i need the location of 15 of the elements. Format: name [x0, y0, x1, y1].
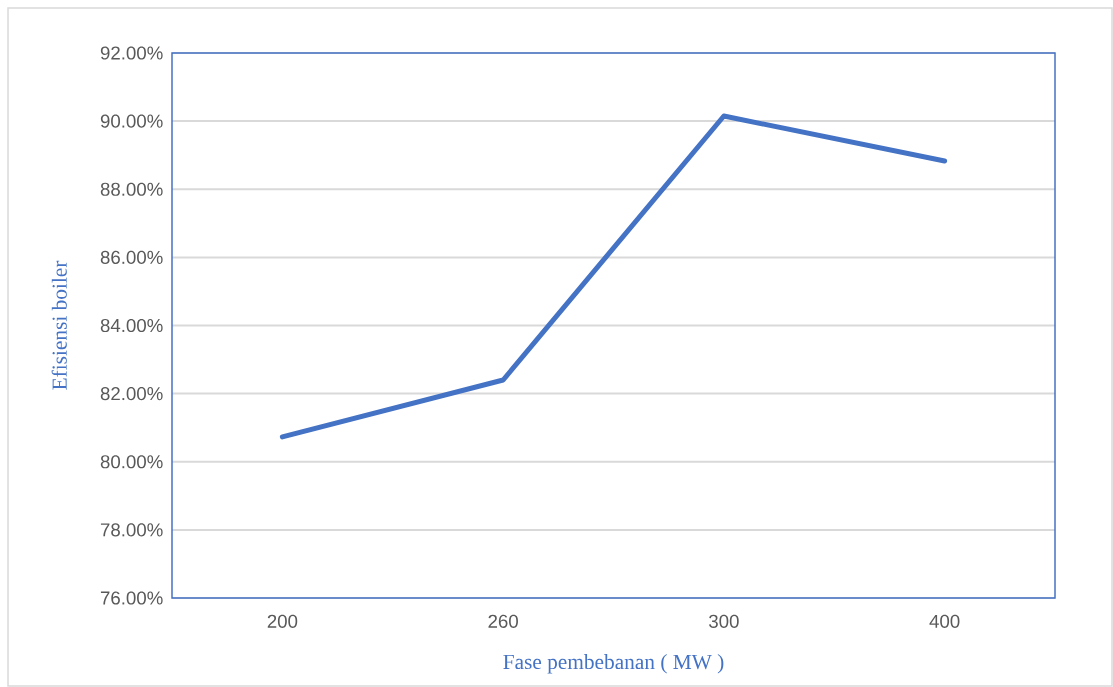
y-tick-label: 90.00% — [100, 114, 163, 128]
x-tick-label: 400 — [929, 614, 960, 628]
x-axis-title: Fase pembebanan ( MW ) — [503, 654, 724, 674]
x-tick-label: 300 — [709, 614, 739, 628]
y-tick-label: 86.00% — [100, 250, 163, 264]
y-tick-label: 76.00% — [100, 591, 163, 605]
x-tick-label: 200 — [267, 614, 298, 628]
y-tick-label: 88.00% — [100, 182, 163, 196]
x-tick-label: 260 — [488, 614, 518, 628]
y-tick-label: 80.00% — [100, 455, 163, 469]
y-tick-label: 84.00% — [100, 318, 163, 333]
y-tick-label: 82.00% — [100, 387, 163, 401]
y-tick-label: 92.00% — [100, 46, 163, 60]
y-tick-label: 78.00% — [100, 523, 163, 537]
y-axis-title: Efisiensi boiler — [51, 260, 67, 390]
